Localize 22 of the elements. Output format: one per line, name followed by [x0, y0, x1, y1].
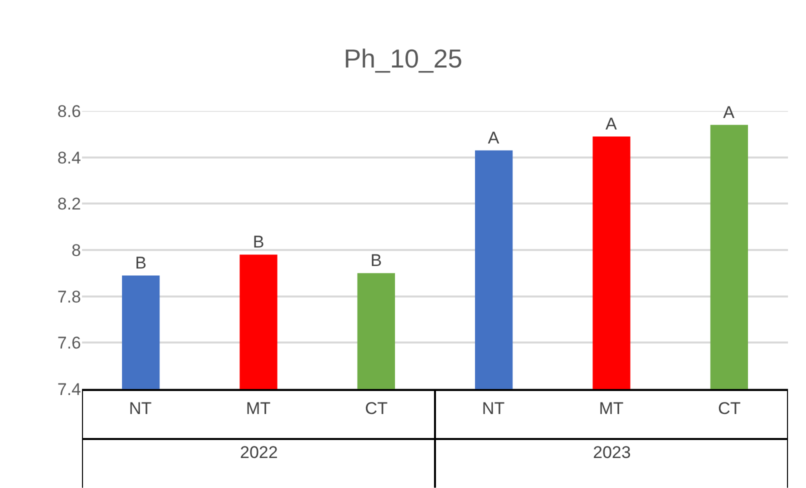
x-tick-label: MT [599, 399, 624, 418]
data-label: B [135, 253, 147, 272]
x-tick-label: MT [246, 399, 271, 418]
y-tick-label: 7.6 [57, 334, 81, 353]
y-tick-label: 8 [72, 240, 81, 260]
y-tick-label: 7.4 [57, 380, 81, 399]
text: 2022 [240, 443, 278, 462]
y-tick-label: 8.2 [57, 194, 81, 214]
y-tick-label: 7.8 [57, 287, 81, 306]
data-label: A [606, 114, 618, 134]
data-label: A [488, 128, 500, 148]
text: 2023 [593, 443, 631, 462]
x-tick-label: CT [718, 399, 741, 418]
chart-title: Ph_10_25 [344, 44, 462, 74]
x-tick-label: NT [482, 399, 505, 418]
y-tick-label: 8.6 [57, 102, 81, 121]
data-label: A [723, 102, 736, 122]
x-tick-label: NT [129, 399, 152, 418]
x-tick-label: CT [365, 399, 388, 418]
y-tick-label: 8.4 [57, 148, 81, 168]
data-label: B [370, 251, 382, 270]
data-label: B [252, 232, 264, 252]
